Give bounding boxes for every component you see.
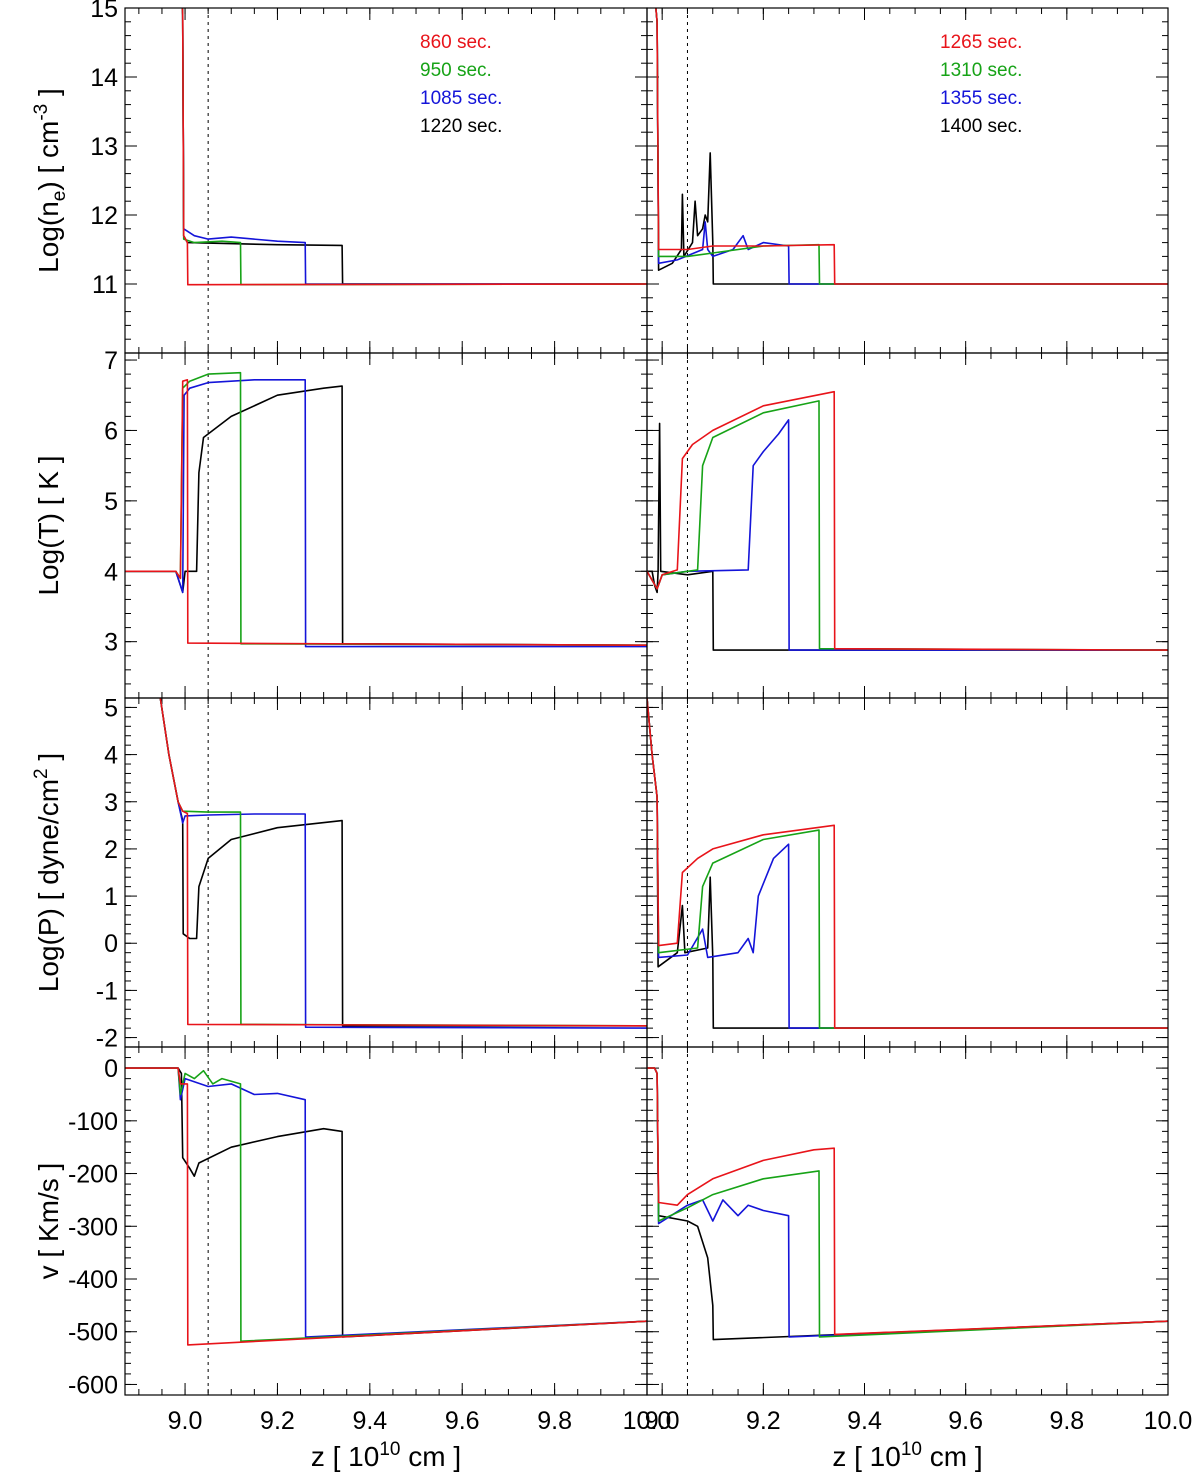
y-tick-label-ne: 12 xyxy=(90,202,118,230)
legend-entry-blue-right: 1355 sec. xyxy=(940,88,1022,109)
y-tick-label-v: -600 xyxy=(68,1371,118,1399)
y-tick-label-v: -100 xyxy=(68,1108,118,1136)
series-line-red-P-left xyxy=(159,698,647,1027)
series-line-blue-T-right xyxy=(647,419,1168,651)
series-line-black-ne-left xyxy=(181,8,647,285)
y-axis-label-P: Log(P) [ dyne/cm2 ] xyxy=(31,753,64,992)
series-line-black-v-right xyxy=(647,1067,1168,1341)
x-tick-label: 9.4 xyxy=(847,1407,882,1435)
x-tick-label: 9.6 xyxy=(445,1407,480,1435)
legend-entry-black-right: 1400 sec. xyxy=(940,116,1022,137)
y-tick-label-P: 5 xyxy=(104,694,118,722)
x-tick-label: 10.0 xyxy=(1144,1407,1193,1435)
panel-frame-ne-left xyxy=(124,7,648,354)
series-line-black-v-left xyxy=(125,1067,647,1338)
series-line-green-ne-left xyxy=(181,8,647,286)
series-line-black-T-right xyxy=(647,422,1168,651)
y-tick-label-P: -2 xyxy=(96,1025,118,1053)
series-line-red-v-left xyxy=(125,1067,647,1346)
x-tick-label: 9.2 xyxy=(746,1407,781,1435)
y-tick-label-T: 3 xyxy=(104,629,118,657)
series-line-black-T-left xyxy=(125,385,647,646)
x-tick-label: 9.8 xyxy=(1049,1407,1084,1435)
legend-entry-green-right: 1310 sec. xyxy=(940,60,1022,81)
series-line-black-ne-right xyxy=(655,8,1168,285)
series-line-red-T-left xyxy=(125,379,647,646)
legend-entry-red-right: 1265 sec. xyxy=(940,32,1022,53)
y-tick-label-ne: 13 xyxy=(90,133,118,161)
series-line-red-ne-left xyxy=(181,8,647,286)
y-tick-label-v: 0 xyxy=(104,1055,118,1083)
x-tick-label: 9.0 xyxy=(168,1407,203,1435)
y-tick-label-T: 6 xyxy=(104,417,118,445)
x-tick-label: 9.2 xyxy=(260,1407,295,1435)
series-line-blue-P-right xyxy=(647,698,1168,1029)
series-line-black-P-left xyxy=(159,698,647,1027)
y-axis-label-ne: Log(ne) [ cm-3 ] xyxy=(31,88,70,273)
series-line-red-T-right xyxy=(647,390,1168,651)
series-line-green-T-left xyxy=(125,371,647,646)
series-line-blue-ne-left xyxy=(181,8,647,285)
legend-entry-blue-left: 1085 sec. xyxy=(420,88,502,109)
y-tick-label-P: -1 xyxy=(96,977,118,1005)
series-line-red-P-right xyxy=(647,698,1168,1029)
y-tick-label-v: -400 xyxy=(68,1266,118,1294)
series-line-blue-T-left xyxy=(125,379,647,648)
series-line-blue-v-left xyxy=(125,1067,647,1338)
series-line-green-v-left xyxy=(125,1067,647,1342)
series-line-green-P-left xyxy=(159,698,647,1027)
y-tick-label-P: 3 xyxy=(104,789,118,817)
series-line-black-P-right xyxy=(647,698,1168,1029)
y-tick-label-P: 4 xyxy=(104,742,118,770)
series-line-green-T-right xyxy=(647,400,1168,651)
y-tick-label-v: -500 xyxy=(68,1319,118,1347)
y-tick-label-T: 4 xyxy=(104,558,118,586)
y-tick-label-ne: 14 xyxy=(90,64,118,92)
y-tick-label-ne: 15 xyxy=(90,0,118,23)
series-line-red-ne-right xyxy=(655,8,1168,285)
legend-entry-black-left: 1220 sec. xyxy=(420,116,502,137)
series-line-green-P-right xyxy=(647,698,1168,1029)
series-line-blue-P-left xyxy=(159,698,647,1029)
legend-entry-green-left: 950 sec. xyxy=(420,60,492,81)
x-tick-label: 9.4 xyxy=(352,1407,387,1435)
x-tick-label: 9.6 xyxy=(948,1407,983,1435)
series-line-green-ne-right xyxy=(655,8,1168,285)
x-tick-label: 9.0 xyxy=(645,1407,680,1435)
x-tick-label: 9.8 xyxy=(537,1407,572,1435)
y-tick-label-P: 0 xyxy=(104,930,118,958)
panel-frame-ne-right xyxy=(646,7,1169,354)
panel-frame-T-right xyxy=(646,352,1169,699)
panel-frame-v-right xyxy=(646,1046,1169,1396)
y-tick-label-P: 1 xyxy=(104,883,118,911)
series-line-blue-ne-right xyxy=(655,8,1168,285)
x-tick-label: 10.0 xyxy=(623,1407,672,1435)
y-axis-label-v: v [ Km/s ] xyxy=(33,1163,64,1280)
y-tick-label-v: -300 xyxy=(68,1213,118,1241)
y-tick-label-P: 2 xyxy=(104,836,118,864)
series-line-blue-v-right xyxy=(647,1067,1168,1338)
y-tick-label-v: -200 xyxy=(68,1161,118,1189)
y-axis-label-T: Log(T) [ K ] xyxy=(33,455,64,595)
panel-frame-v-left xyxy=(124,1046,648,1396)
panel-frame-P-right xyxy=(646,697,1169,1048)
legend-entry-red-left: 860 sec. xyxy=(420,32,492,53)
y-tick-label-T: 5 xyxy=(104,488,118,516)
y-tick-label-ne: 11 xyxy=(92,271,118,299)
x-axis-label: z [ 1010 cm ] xyxy=(311,1439,461,1472)
series-line-red-v-right xyxy=(647,1067,1168,1336)
y-tick-label-T: 7 xyxy=(104,347,118,375)
x-axis-label: z [ 1010 cm ] xyxy=(832,1439,982,1472)
